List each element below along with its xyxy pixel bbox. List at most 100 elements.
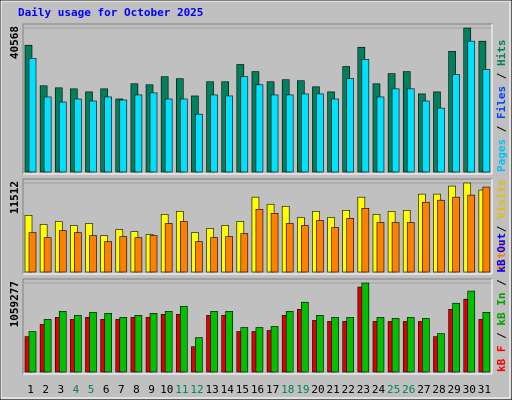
bar [255,84,264,173]
bar [255,327,264,373]
bar [376,222,385,273]
bar [346,317,355,373]
bar [482,186,491,273]
bar [134,315,143,373]
bar [285,311,294,373]
bar [240,233,249,273]
bar [482,312,491,373]
x-tick-label: 13 [205,383,218,396]
bar [301,301,309,373]
bar [422,100,430,173]
bar [225,236,233,273]
x-tick-label: 31 [478,383,491,396]
x-tick-label: 25 [387,383,400,396]
bar [104,96,112,173]
bar [452,302,460,373]
x-tick-label: 9 [148,383,155,396]
bar [179,221,188,273]
x-tick-label: 15 [236,383,249,396]
bar [28,58,37,173]
x-tick-label: 18 [281,383,294,396]
bar [134,94,143,173]
bar [149,235,158,273]
bar [467,290,476,373]
bar [437,199,445,273]
bar [331,98,339,173]
bar [391,318,400,373]
bar [195,337,203,373]
bar [74,315,82,373]
x-tick-label: 22 [342,383,355,396]
bar [89,100,97,173]
legend-entry: Files [495,86,508,119]
x-tick-label: 10 [160,383,173,396]
x-tick-label: 23 [357,383,370,396]
x-tick-label: 12 [190,383,203,396]
bar [58,230,67,273]
bar [391,222,400,273]
bar [422,201,430,273]
bar [210,311,218,373]
x-tick-label: 3 [58,383,65,396]
bar [285,94,294,173]
bar [74,98,82,173]
bar [406,317,415,373]
x-tick-label: 4 [73,383,80,396]
legend-entry: Pages [495,139,508,172]
bar [195,113,203,173]
bar [240,76,249,173]
x-tick-label: 8 [133,383,140,396]
bar [43,319,52,373]
bar [58,101,67,173]
bar [331,227,339,273]
x-tick-label: 27 [417,383,430,396]
legend-entry: Sites [495,239,508,272]
y-tick-label: 1059277 [8,281,21,327]
x-tick-label: 19 [296,383,309,396]
x-tick-label: 14 [221,383,235,396]
x-tick-label: 16 [251,383,264,396]
x-tick-label: 24 [372,383,386,396]
bar [210,237,218,273]
x-tick-label: 11 [175,383,188,396]
x-tick-label: 1 [27,383,34,396]
bar [331,317,339,373]
bar [270,326,279,373]
bar [119,236,128,273]
bar [301,93,309,173]
bar [270,94,279,173]
bar [119,317,128,373]
bar [164,223,173,273]
bar [89,235,97,273]
legend-entry: kB Out [495,233,508,273]
bar [316,315,324,373]
bar [179,98,188,173]
x-tick-label: 17 [266,383,279,396]
chart-title: Daily usage for October 2025 [18,6,203,19]
bar [316,220,324,273]
bar [361,59,370,173]
bar [43,96,52,173]
bar [240,327,249,373]
bar [391,88,400,173]
y-tick-label: 11512 [8,181,21,214]
legend: Pages / Files / Hits [495,40,508,173]
bar [104,241,112,273]
bar [225,95,233,173]
bar [104,313,112,373]
bar [134,237,143,273]
x-tick-label: 7 [118,383,125,396]
bar [74,232,82,273]
x-tick-label: 29 [448,383,461,396]
legend-entry: kB F [495,346,508,373]
legend: Sites / Visits [495,179,508,272]
legend-separator: / [495,66,508,86]
legend-separator: / [495,326,508,346]
x-tick-label: 26 [402,383,415,396]
bar [452,74,460,173]
bar [422,318,430,373]
bar [195,241,203,273]
bar [149,92,158,173]
bar [28,331,37,373]
